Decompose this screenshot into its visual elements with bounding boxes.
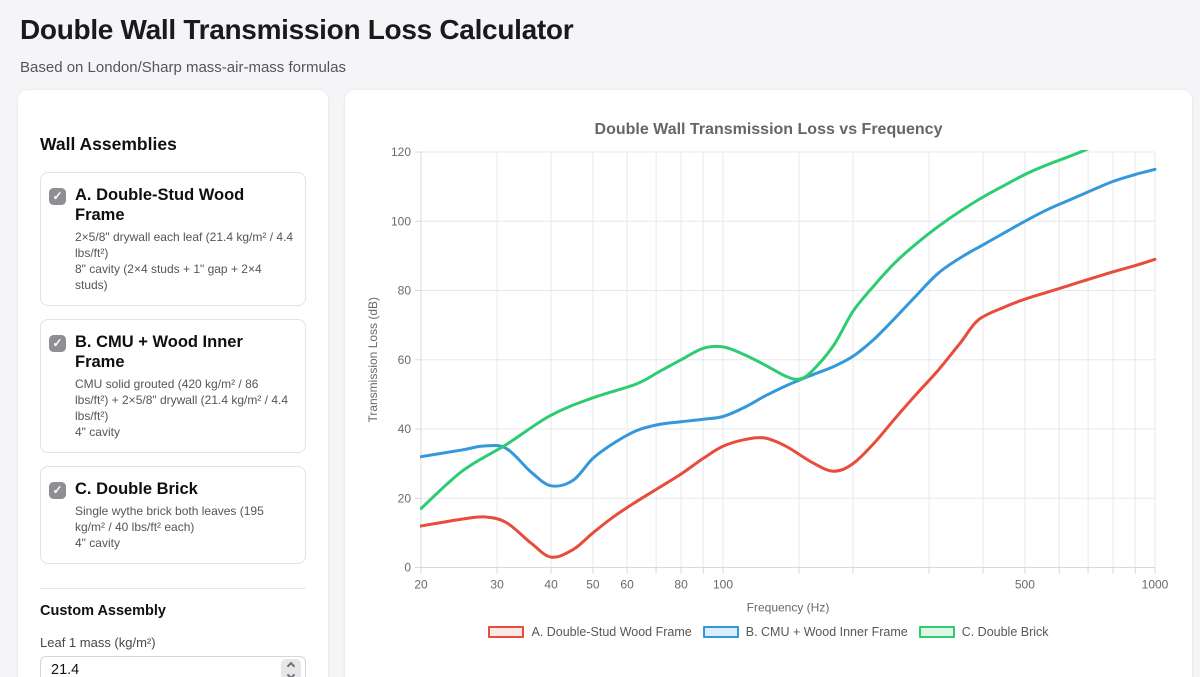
assembly-b-checkbox[interactable] (49, 335, 66, 352)
legend-item[interactable]: C. Double Brick (918, 625, 1049, 639)
chevron-up-icon[interactable] (286, 661, 296, 670)
chart-legend: A. Double-Stud Wood Frame B. CMU + Wood I… (345, 625, 1192, 639)
svg-text:20: 20 (398, 491, 412, 505)
leaf1-mass-label: Leaf 1 mass (kg/m²) (40, 635, 156, 650)
assembly-b-description: CMU solid grouted (420 kg/m² / 86 lbs/ft… (75, 377, 289, 439)
svg-text:30: 30 (490, 578, 504, 592)
svg-text:100: 100 (713, 578, 733, 592)
assembly-c-description: Single wythe brick both leaves (195 kg/m… (75, 504, 264, 550)
svg-text:50: 50 (586, 578, 600, 592)
legend-label: B. CMU + Wood Inner Frame (745, 625, 908, 639)
svg-text:Transmission Loss (dB): Transmission Loss (dB) (366, 297, 380, 423)
assembly-card-b: B. CMU + Wood Inner Frame CMU solid grou… (40, 319, 306, 453)
legend-swatch-icon (488, 626, 525, 638)
legend-item[interactable]: B. CMU + Wood Inner Frame (702, 625, 908, 639)
svg-text:1000: 1000 (1142, 578, 1169, 592)
svg-text:Frequency (Hz): Frequency (Hz) (747, 601, 830, 615)
page-title: Double Wall Transmission Loss Calculator (20, 14, 574, 45)
main-row: Wall Assemblies A. Double-Stud Wood Fram… (0, 76, 1200, 677)
chart-panel: Double Wall Transmission Loss vs Frequen… (345, 90, 1192, 677)
leaf1-mass-input[interactable] (40, 656, 306, 677)
svg-text:100: 100 (391, 214, 411, 228)
assembly-card-a: A. Double-Stud Wood Frame 2×5/8" drywall… (40, 172, 306, 306)
assembly-a-description: 2×5/8" drywall each leaf (21.4 kg/m² / 4… (75, 230, 294, 292)
number-stepper[interactable] (281, 659, 301, 677)
chart-title: Double Wall Transmission Loss vs Frequen… (594, 121, 943, 138)
svg-text:120: 120 (391, 145, 411, 159)
custom-assembly-heading: Custom Assembly (40, 603, 166, 619)
svg-text:20: 20 (414, 578, 428, 592)
svg-text:80: 80 (398, 284, 412, 298)
page-header: Double Wall Transmission Loss Calculator… (0, 0, 1200, 76)
assembly-c-checkbox[interactable] (49, 482, 66, 499)
legend-label: A. Double-Stud Wood Frame (531, 625, 692, 639)
svg-text:0: 0 (404, 561, 411, 575)
assembly-a-body: A. Double-Stud Wood Frame 2×5/8" drywall… (75, 185, 295, 293)
wall-assemblies-sidebar: Wall Assemblies A. Double-Stud Wood Fram… (18, 90, 328, 677)
legend-swatch-icon (702, 626, 739, 638)
leaf1-mass-field-wrap (40, 656, 306, 677)
assembly-b-title: B. CMU + Wood Inner Frame (75, 333, 243, 371)
svg-text:60: 60 (620, 578, 634, 592)
legend-item[interactable]: A. Double-Stud Wood Frame (488, 625, 692, 639)
legend-swatch-icon (918, 626, 955, 638)
svg-text:40: 40 (398, 422, 412, 436)
assembly-a-title: A. Double-Stud Wood Frame (75, 186, 245, 224)
assembly-c-body: C. Double Brick Single wythe brick both … (75, 479, 295, 551)
svg-text:60: 60 (398, 353, 412, 367)
chevron-down-icon[interactable] (286, 670, 296, 677)
svg-text:40: 40 (544, 578, 558, 592)
assembly-card-c: C. Double Brick Single wythe brick both … (40, 466, 306, 564)
page-subtitle: Based on London/Sharp mass-air-mass form… (20, 59, 346, 76)
svg-text:80: 80 (674, 578, 688, 592)
legend-label: C. Double Brick (961, 625, 1049, 639)
assembly-b-body: B. CMU + Wood Inner Frame CMU solid grou… (75, 332, 295, 440)
sidebar-heading: Wall Assemblies (40, 134, 177, 154)
assembly-c-title: C. Double Brick (75, 480, 198, 498)
svg-text:500: 500 (1015, 578, 1035, 592)
sidebar-divider (40, 588, 306, 589)
assembly-a-checkbox[interactable] (49, 188, 66, 205)
